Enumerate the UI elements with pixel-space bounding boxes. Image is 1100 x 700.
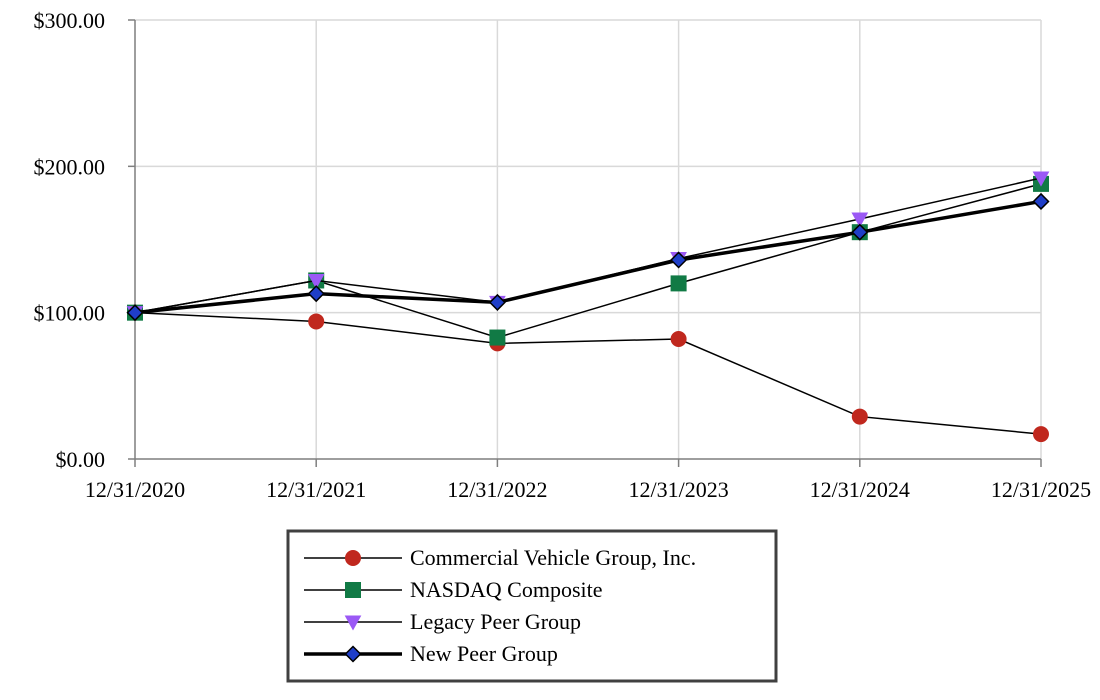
- data-point-marker: [126, 304, 144, 322]
- x-tick-label: 12/31/2020: [85, 477, 185, 502]
- legend-label: New Peer Group: [410, 641, 558, 666]
- legend-marker: [344, 615, 362, 631]
- legend-label: Commercial Vehicle Group, Inc.: [410, 545, 696, 570]
- data-point-marker: [670, 251, 688, 269]
- legend-marker: [344, 645, 362, 663]
- data-point-marker: [489, 329, 506, 346]
- y-axis-tick-labels: $0.00 $100.00 $200.00 $300.00: [34, 8, 106, 472]
- legend-label: NASDAQ Composite: [410, 577, 603, 602]
- x-axis-tick-labels: 12/31/2020 12/31/2021 12/31/2022 12/31/2023…: [85, 477, 1091, 502]
- legend-entry: NASDAQ Composite: [304, 577, 603, 602]
- series-3: [126, 192, 1050, 322]
- series-0: [127, 304, 1049, 443]
- series-line: [134, 177, 1042, 314]
- data-point-marker: [851, 223, 869, 241]
- data-point-marker: [308, 313, 325, 330]
- x-tick-label: 12/31/2021: [266, 477, 366, 502]
- data-point-marker: [1033, 426, 1049, 443]
- legend-label: Legacy Peer Group: [410, 609, 581, 634]
- data-series: [126, 171, 1050, 443]
- legend-entry: Commercial Vehicle Group, Inc.: [304, 545, 696, 570]
- data-point-marker: [670, 331, 687, 348]
- legend-marker: [345, 550, 361, 566]
- data-point-marker: [1032, 192, 1050, 211]
- series-line: [134, 183, 1042, 339]
- y-tick-label: $100.00: [34, 301, 106, 326]
- data-point-marker: [1032, 171, 1050, 187]
- data-point-marker: [851, 212, 869, 228]
- data-point-marker: [670, 275, 687, 292]
- series-line: [134, 311, 1042, 435]
- data-point-marker: [851, 408, 868, 425]
- x-tick-label: 12/31/2025: [991, 477, 1091, 502]
- y-tick-label: $200.00: [34, 154, 106, 179]
- data-point-marker: [488, 293, 506, 311]
- legend-box: [286, 529, 778, 683]
- series-line: [134, 199, 1042, 315]
- axes: [128, 19, 1042, 467]
- legend: Commercial Vehicle Group, Inc. NASDAQ Com…: [286, 529, 778, 683]
- x-tick-label: 12/31/2022: [447, 477, 547, 502]
- data-point-marker: [307, 285, 325, 303]
- legend-entry: Legacy Peer Group: [304, 609, 581, 634]
- data-point-marker: [307, 273, 325, 290]
- legend-entry: New Peer Group: [304, 641, 558, 666]
- x-tick-label: 12/31/2024: [810, 477, 910, 502]
- grid-lines: [135, 19, 1042, 459]
- legend-marker: [345, 582, 361, 598]
- x-tick-label: 12/31/2023: [628, 477, 728, 502]
- y-tick-label: $300.00: [34, 8, 106, 33]
- y-tick-label: $0.00: [56, 447, 106, 472]
